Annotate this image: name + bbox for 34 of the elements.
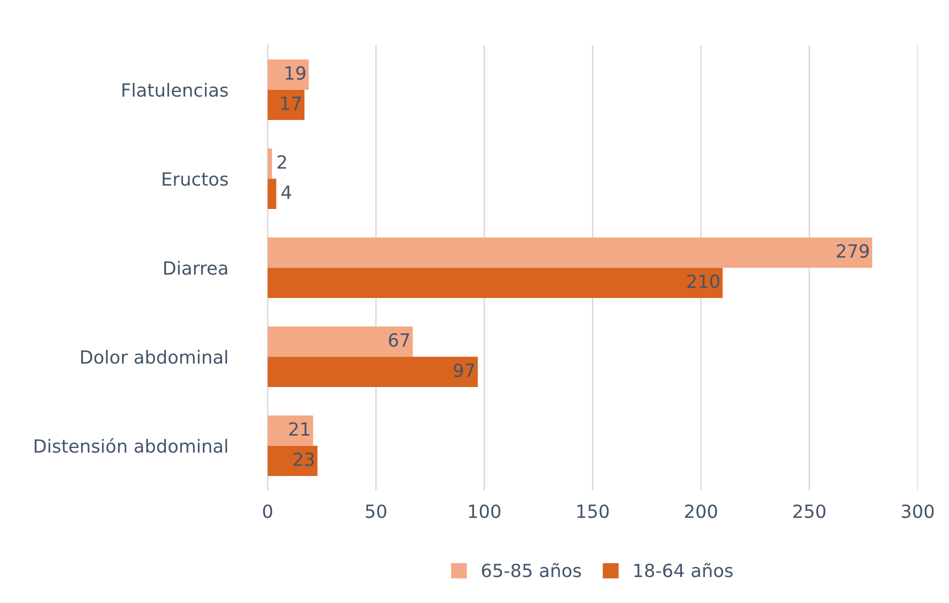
x-tick-label: 250 <box>793 504 826 518</box>
bar <box>268 178 276 209</box>
x-tick-label: 50 <box>366 504 386 518</box>
data-label: 4 <box>282 186 292 199</box>
x-tick-label: 0 <box>263 504 272 518</box>
data-label: 21 <box>289 422 310 436</box>
bar <box>268 237 872 268</box>
legend-label: 65-85 años <box>482 563 581 578</box>
y-tick-label: Diarrea <box>164 260 228 275</box>
bar <box>268 268 723 298</box>
data-label: 210 <box>687 274 720 288</box>
x-tick-label: 200 <box>685 504 718 518</box>
bar <box>268 148 272 179</box>
legend-label: 18-64 años <box>634 563 733 578</box>
data-label: 2 <box>278 155 286 169</box>
bar <box>268 446 318 476</box>
data-label: 279 <box>836 244 869 258</box>
data-label: 23 <box>294 452 314 466</box>
data-label: 19 <box>286 66 306 80</box>
bar <box>268 59 309 90</box>
x-tick-label: 300 <box>902 504 934 518</box>
y-tick-label: Dolor abdominal <box>81 350 228 364</box>
data-label: 97 <box>454 363 474 378</box>
x-tick-label: 100 <box>469 504 500 518</box>
y-tick-label: Eructos <box>162 172 228 186</box>
bar <box>268 356 478 387</box>
x-tick-label: 150 <box>577 504 609 518</box>
y-tick-label: Flatulencias <box>122 82 228 97</box>
bar <box>268 90 304 120</box>
bar <box>268 326 413 357</box>
data-label: 67 <box>388 333 410 347</box>
y-tick-label: Distensión abdominal <box>34 438 228 453</box>
bar <box>268 415 314 446</box>
data-label: 17 <box>281 96 301 110</box>
